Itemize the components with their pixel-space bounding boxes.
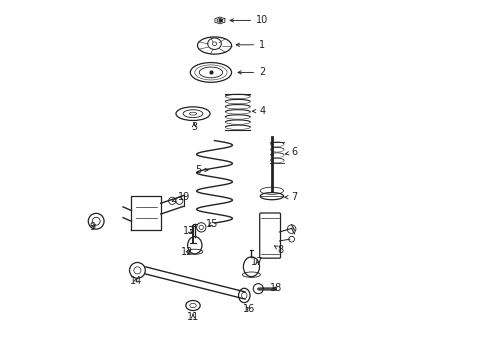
Text: 18: 18 [270, 283, 283, 293]
Text: 9: 9 [90, 222, 96, 231]
Text: 7: 7 [285, 192, 297, 202]
Text: 14: 14 [129, 276, 142, 286]
Text: 2: 2 [238, 67, 266, 77]
Text: 11: 11 [187, 312, 199, 322]
Text: 10: 10 [230, 15, 269, 26]
Text: 17: 17 [251, 257, 264, 267]
Text: 19: 19 [172, 192, 190, 202]
Text: 12: 12 [181, 247, 194, 257]
Text: 1: 1 [236, 40, 265, 50]
Text: 3: 3 [191, 122, 197, 132]
Text: 16: 16 [243, 304, 255, 314]
Text: 5: 5 [195, 165, 208, 175]
Text: 4: 4 [252, 106, 265, 116]
Text: 8: 8 [274, 245, 284, 255]
Text: 13: 13 [183, 226, 196, 236]
Text: 6: 6 [285, 147, 297, 157]
Text: 15: 15 [206, 219, 218, 229]
